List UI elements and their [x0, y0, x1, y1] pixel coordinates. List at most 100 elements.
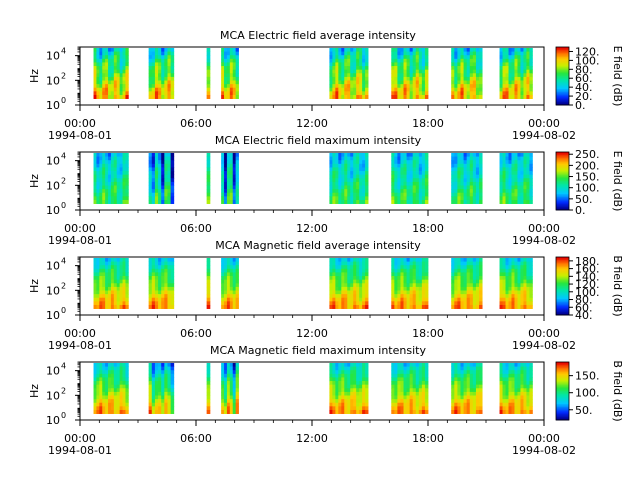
colorbar: 0.20.40.60.80.100.120. E field (dB) — [555, 45, 624, 112]
colorbar-label: B field (dB) — [611, 360, 624, 421]
x-tick-label: 18:00 — [412, 432, 444, 445]
colorbar-frame — [555, 151, 570, 211]
x-tick-label: 00:00 — [64, 327, 96, 340]
data-block — [206, 152, 211, 204]
colorbar: 40.60.80.100.120.140.160.180. B field (dB… — [555, 255, 624, 322]
colorbar-frame — [555, 256, 570, 316]
colorbar-label: E field (dB) — [611, 46, 624, 107]
panel-title: MCA Magnetic field average intensity — [215, 239, 421, 252]
y-tick-exponent: 4 — [61, 47, 66, 56]
colorbar-frame — [555, 46, 570, 106]
y-tick-exponent: 0 — [61, 201, 66, 210]
data-block — [221, 47, 239, 99]
data-block — [93, 362, 129, 414]
colorbar-label: B field (dB) — [611, 255, 624, 316]
y-tick-exponent: 4 — [61, 257, 66, 266]
panel-title: MCA Electric field maximum intensity — [215, 134, 422, 147]
data-block — [499, 152, 533, 204]
y-tick-exponent: 4 — [61, 362, 66, 371]
colorbar: 50. 100. 150. B field (dB) — [555, 360, 624, 422]
y-tick-label: 10 — [46, 284, 60, 297]
x-tick-label: 18:00 — [412, 117, 444, 130]
date-label-left: 1994-08-01 — [48, 129, 112, 142]
colorbar-tick-label: 80. — [575, 63, 593, 76]
date-label-right: 1994-08-02 — [512, 339, 576, 352]
x-tick-label: 00:00 — [528, 327, 560, 340]
colorbar-label: E field (dB) — [611, 151, 624, 212]
x-tick-label: 12:00 — [296, 117, 328, 130]
date-label-right: 1994-08-02 — [512, 234, 576, 247]
colorbar-tick-label: 100. — [575, 182, 600, 195]
data-block — [391, 257, 429, 309]
y-tick-exponent: 2 — [61, 176, 66, 185]
data-block — [391, 362, 429, 414]
data-block — [499, 257, 533, 309]
data-block — [206, 47, 211, 99]
panel-title: MCA Magnetic field maximum intensity — [210, 344, 426, 357]
colorbar-frame — [555, 361, 570, 421]
y-tick-exponent: 0 — [61, 411, 66, 420]
colorbar-tick-label: 50. — [575, 404, 593, 417]
colorbar-tick-label: 200. — [575, 159, 600, 172]
data-block — [221, 152, 239, 204]
colorbar-tick-label: 160. — [575, 263, 600, 276]
data-block — [148, 362, 175, 414]
data-block — [93, 152, 129, 204]
chart-panel-4: MCA Magnetic field maximum intensity Hz 10… — [28, 344, 624, 457]
x-tick-label: 06:00 — [180, 327, 212, 340]
y-tick-label: 10 — [46, 414, 60, 427]
y-tick-label: 10 — [46, 389, 60, 402]
x-tick-label: 12:00 — [296, 327, 328, 340]
x-tick-label: 06:00 — [180, 432, 212, 445]
colorbar-tick-label: 80. — [575, 294, 593, 307]
colorbar-tick-label: 150. — [575, 370, 600, 383]
colorbar-tick-label: 100. — [575, 286, 600, 299]
data-block — [451, 152, 483, 204]
colorbar-tick-label: 60. — [575, 72, 593, 85]
y-tick-label: 10 — [46, 204, 60, 217]
y-tick-label: 10 — [46, 309, 60, 322]
date-label-left: 1994-08-01 — [48, 339, 112, 352]
x-tick-label: 00:00 — [528, 222, 560, 235]
colorbar-tick-label: 150. — [575, 171, 600, 184]
colorbar-tick-label: 120. — [575, 278, 600, 291]
colorbar-tick-label: 40. — [575, 309, 593, 322]
colorbar-tick-label: 180. — [575, 255, 600, 268]
colorbar-tick-label: 60. — [575, 301, 593, 314]
colorbar-tick-label: 50. — [575, 193, 593, 206]
chart-panel-2: MCA Electric field maximum intensity Hz 10… — [28, 134, 624, 247]
data-block — [221, 257, 239, 309]
data-block — [93, 47, 129, 99]
x-tick-label: 06:00 — [180, 117, 212, 130]
x-tick-label: 00:00 — [64, 432, 96, 445]
data-block — [451, 362, 483, 414]
y-tick-exponent: 2 — [61, 71, 66, 80]
data-block — [148, 152, 175, 204]
y-tick-label: 10 — [46, 260, 60, 273]
data-block — [451, 47, 483, 99]
data-block — [221, 362, 239, 414]
x-tick-label: 18:00 — [412, 222, 444, 235]
y-tick-label: 10 — [46, 74, 60, 87]
y-tick-exponent: 2 — [61, 386, 66, 395]
x-tick-label: 00:00 — [64, 222, 96, 235]
data-block — [391, 47, 429, 99]
data-block — [329, 257, 369, 309]
y-axis-label: Hz — [28, 174, 41, 188]
colorbar-tick-label: 140. — [575, 270, 600, 283]
y-tick-exponent: 4 — [61, 152, 66, 161]
y-axis-label: Hz — [28, 69, 41, 83]
x-tick-label: 06:00 — [180, 222, 212, 235]
chart-panel-3: MCA Magnetic field average intensity Hz 10… — [28, 239, 624, 352]
colorbar-tick-label: 40. — [575, 81, 593, 94]
colorbar-tick-label: 100. — [575, 54, 600, 67]
data-block — [329, 47, 369, 99]
colorbar-tick-label: 0. — [575, 204, 586, 217]
data-block — [499, 362, 533, 414]
y-tick-exponent: 2 — [61, 281, 66, 290]
x-tick-label: 12:00 — [296, 432, 328, 445]
data-block — [148, 47, 175, 99]
data-block — [206, 257, 211, 309]
y-axis-label: Hz — [28, 279, 41, 293]
